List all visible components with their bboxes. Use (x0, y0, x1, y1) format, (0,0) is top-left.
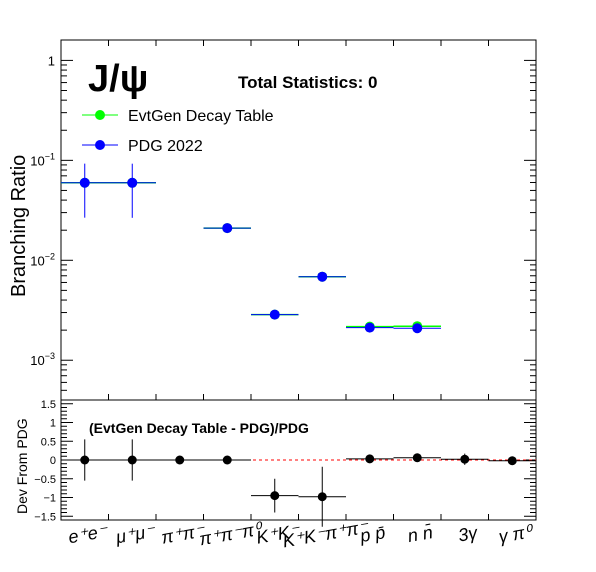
y-tick-label-bottom: 0.5 (41, 436, 56, 448)
y-axis-label-bottom: Dev From PDG (14, 418, 30, 514)
deviation-point (80, 455, 90, 465)
particle-symbol: J/ψ (88, 58, 148, 100)
deviation-point (317, 492, 327, 502)
deviation-point (412, 453, 422, 463)
y-tick-label-top: 1 (48, 53, 55, 68)
pdg-point (317, 271, 328, 282)
category-label: 3γ (457, 522, 480, 545)
y-tick-label-bottom: 0 (50, 455, 56, 467)
category-label: e⁺e⁻ (67, 521, 110, 548)
y-tick-label-top: 10−1 (30, 151, 55, 168)
deviation-annotation: (EvtGen Decay Table - PDG)/PDG (89, 420, 309, 436)
pdg-point (364, 322, 375, 333)
legend-marker-evtgen (95, 110, 105, 120)
deviation-point (127, 455, 137, 465)
pdg-point (412, 323, 423, 334)
y-tick-label-bottom: −0.5 (34, 474, 56, 486)
deviation-point (270, 491, 280, 501)
y-axis-label-top: Branching Ratio (8, 155, 30, 297)
category-label: μ⁺μ⁻ (113, 521, 157, 548)
deviation-point (175, 455, 185, 465)
pdg-point (269, 309, 280, 320)
deviation-point (460, 454, 470, 464)
top-data-marks (61, 163, 441, 334)
pdg-point (79, 177, 90, 188)
pdg-point (222, 223, 233, 234)
pdg-point (127, 177, 138, 188)
y-tick-label-top: 10−3 (30, 351, 55, 368)
y-tick-label-top: 10−2 (30, 251, 55, 268)
y-tick-label-bottom: −1.5 (34, 511, 56, 523)
legend-label-evtgen: EvtGen Decay Table (128, 108, 274, 125)
category-labels: e⁺e⁻ μ⁺μ⁻ π⁺π⁻π⁺π⁻π⁰K⁺K⁻K⁺K⁻π⁺π⁻p p̄ n n̄ 3γ… (67, 517, 536, 552)
legend: EvtGen Decay Table PDG 2022 (82, 108, 274, 155)
legend-label-pdg: PDG 2022 (128, 138, 203, 155)
y-tick-label-bottom: −1 (43, 493, 56, 505)
category-label: p p̄ (358, 522, 387, 546)
deviation-point (365, 454, 375, 464)
legend-marker-pdg (95, 140, 105, 150)
top-axis-ticks: 1 10−1 10−2 10−3 (30, 40, 537, 401)
category-label: n n̄ (406, 522, 434, 546)
y-tick-label-bottom: 1 (50, 418, 56, 430)
y-tick-label-bottom: 1.5 (41, 399, 56, 411)
chart-title: Total Statistics: 0 (238, 73, 378, 92)
deviation-point (507, 456, 517, 466)
category-label: γ π⁰ (497, 521, 536, 547)
bottom-axis-ticks: 1.5 1 0.5 0 −0.5 −1 −1.5 (34, 399, 537, 523)
deviation-point (222, 455, 232, 465)
bottom-data-marks (61, 439, 536, 527)
